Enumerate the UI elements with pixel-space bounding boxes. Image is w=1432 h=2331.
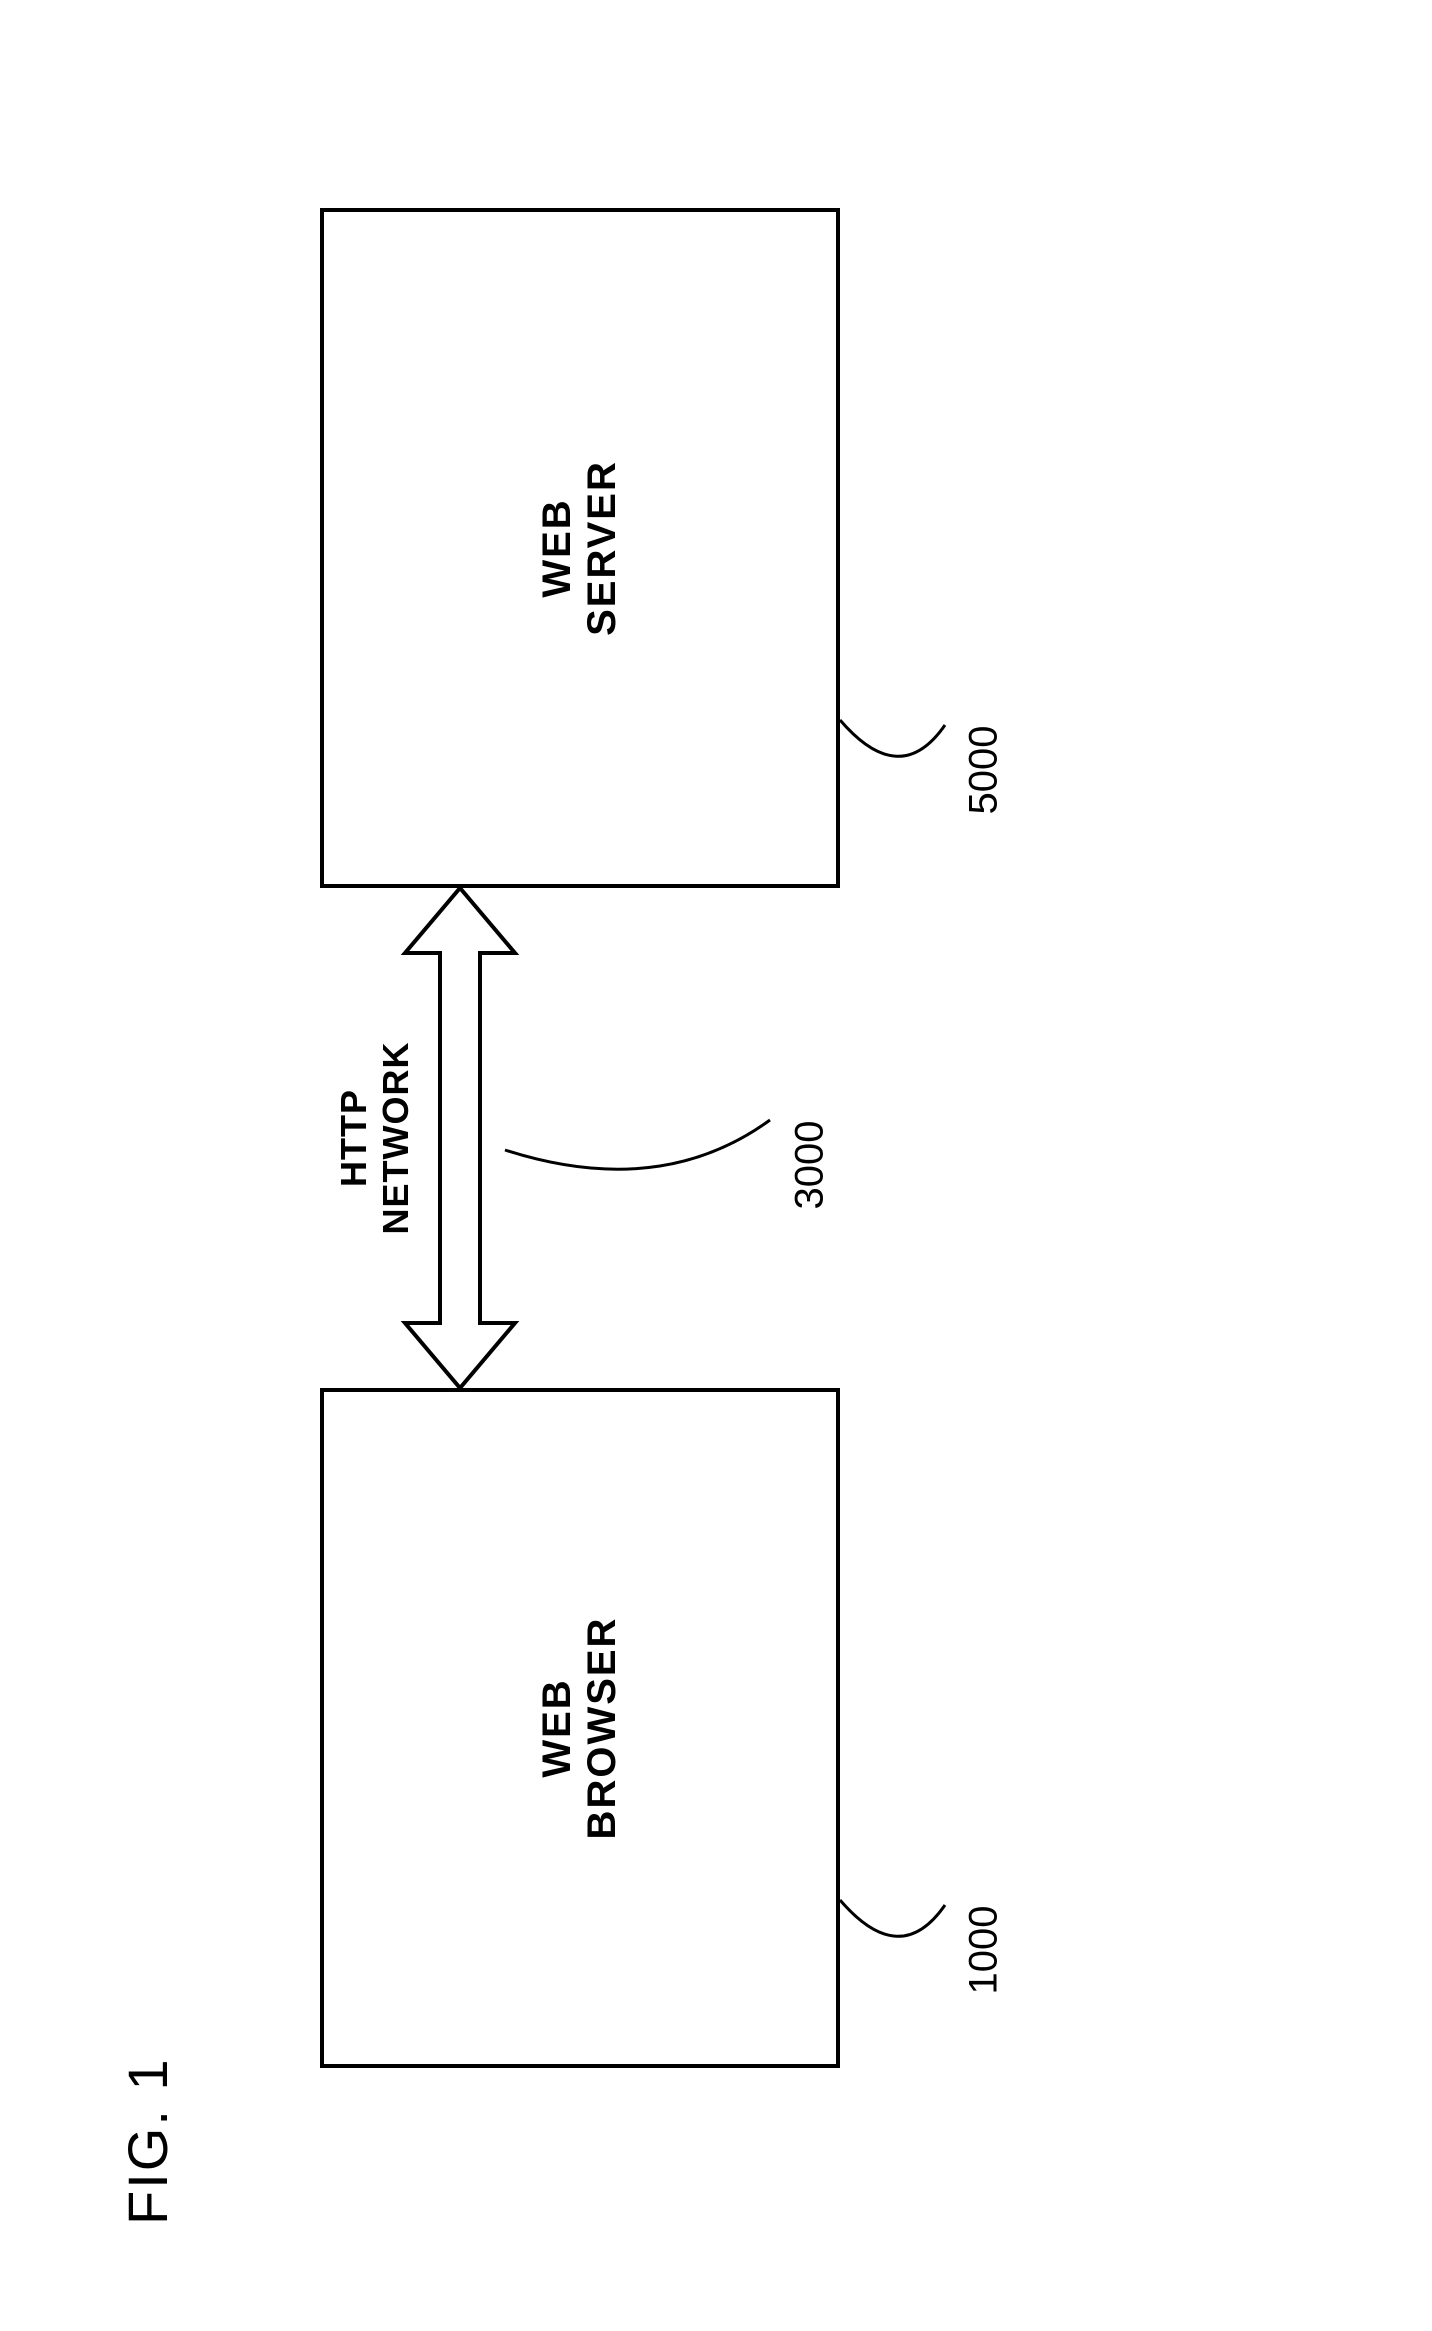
http-network-label-line1: HTTP: [333, 1089, 374, 1187]
ref-3000: 3000: [788, 1121, 833, 1210]
ref-1000: 1000: [962, 1906, 1007, 1995]
double-arrow-shape: [405, 888, 515, 1388]
ref-5000: 5000: [962, 726, 1007, 815]
http-network-label: HTTP NETWORK: [333, 1042, 417, 1235]
http-network-label-line2: NETWORK: [375, 1042, 416, 1235]
